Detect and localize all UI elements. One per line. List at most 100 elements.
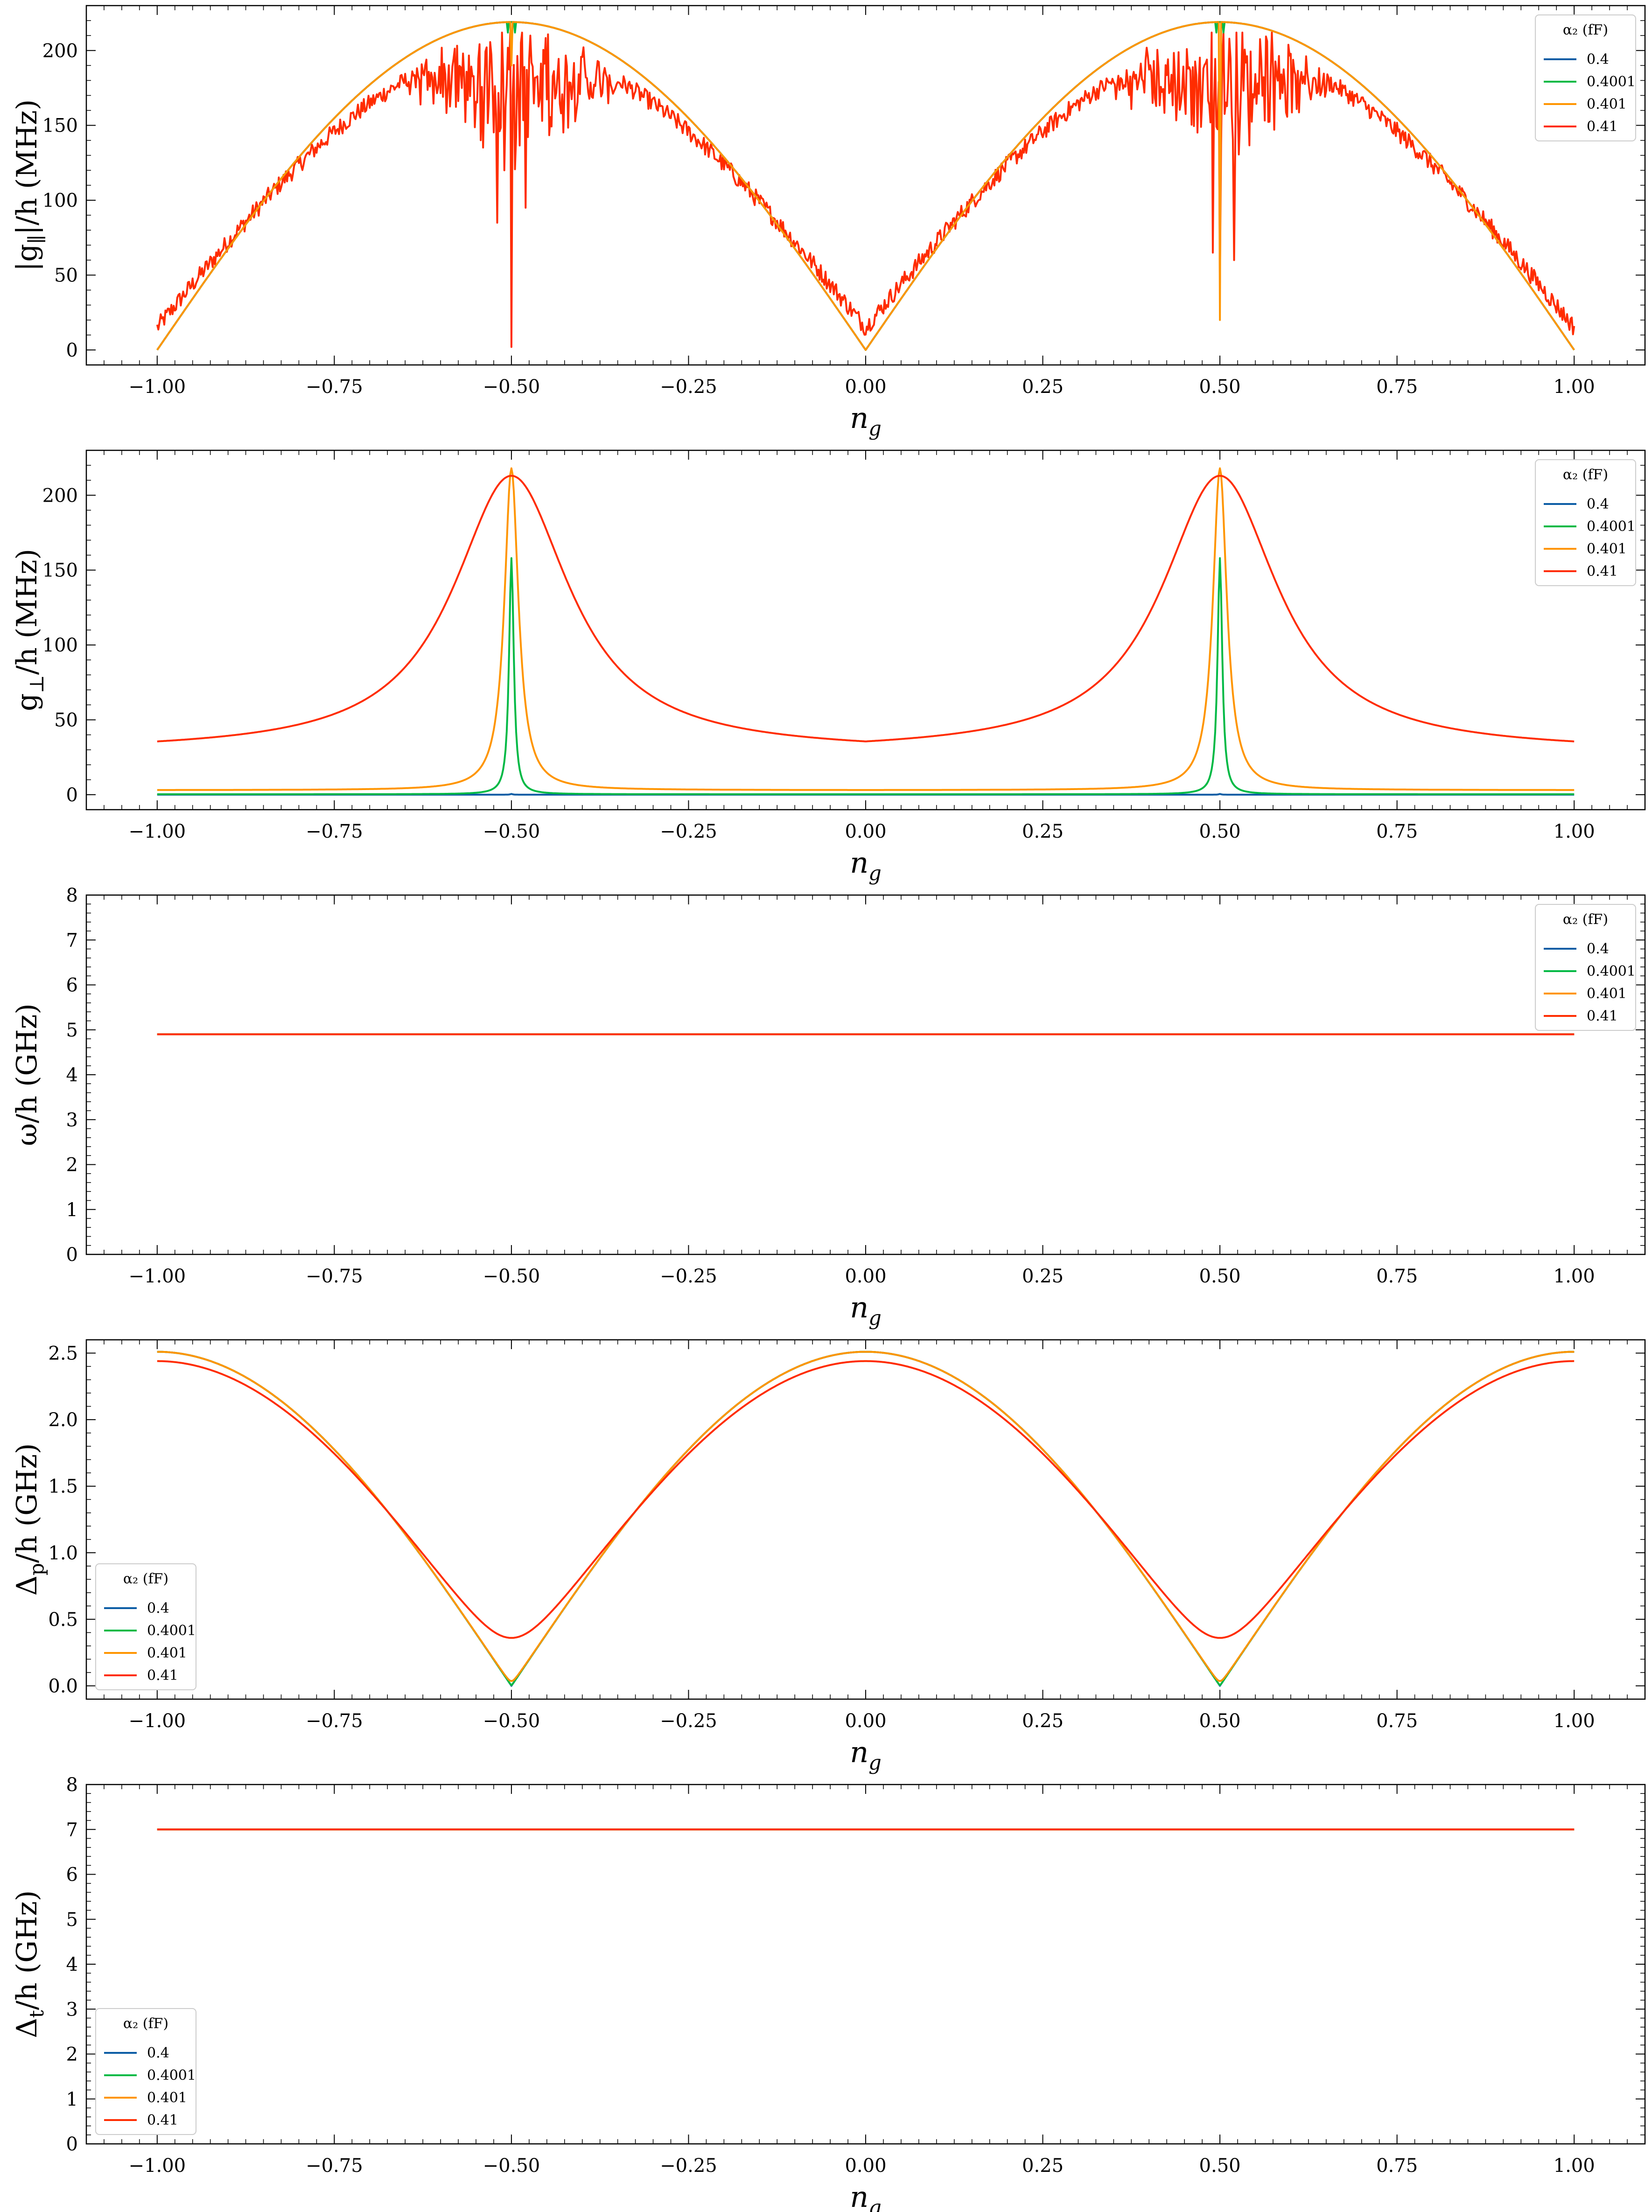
plot-area [156, 21, 1575, 351]
x-tick-label: −1.00 [129, 821, 186, 842]
x-tick-label: −1.00 [129, 2155, 186, 2177]
x-tick-label: 0.75 [1376, 376, 1418, 398]
legend-title: α₂ (fF) [1563, 467, 1608, 483]
x-tick-label: 1.00 [1554, 1710, 1595, 1732]
legend-box [1535, 904, 1636, 1031]
y-axis-label: Δt/h (GHz) [11, 1890, 48, 2038]
y-tick-label: 1 [66, 1199, 78, 1221]
legend-label: 0.4 [1587, 496, 1609, 512]
legend-label: 0.41 [1587, 563, 1618, 580]
legend-label: 0.4001 [1587, 74, 1636, 90]
x-tick-label: −0.50 [483, 2155, 540, 2177]
legend-label: 0.4001 [147, 1623, 196, 1639]
legend-label: 0.41 [147, 2112, 178, 2128]
x-tick-label: −0.50 [483, 1266, 540, 1287]
panel-p3: −1.00 −0.75 −0.50 −0.25 0.00 0.25 0.50 0.75 1.00… [11, 885, 1646, 1330]
y-tick-label: 3 [66, 1109, 78, 1131]
y-tick-label: 150 [42, 115, 78, 137]
y-tick-label: 100 [42, 635, 78, 656]
y-tick-label: 50 [54, 265, 78, 287]
axes-frame [85, 894, 1646, 1255]
legend: α₂ (fF) 0.4 0.4001 0.401 0.41 [95, 1563, 196, 1690]
x-tick-label: −0.75 [306, 2155, 363, 2177]
y-tick-label: 4 [66, 1954, 78, 1975]
legend-label: 0.4001 [1587, 518, 1636, 535]
x-tick-label: −0.50 [483, 376, 540, 398]
x-tick-label: 0.50 [1199, 1266, 1241, 1287]
axes-frame [85, 449, 1646, 811]
x-tick-label: −1.00 [129, 376, 186, 398]
x-axis-label: ng [850, 1735, 881, 1775]
legend-label: 0.41 [1587, 1008, 1618, 1024]
x-tick-label: 0.50 [1199, 376, 1241, 398]
legend-title: α₂ (fF) [1563, 22, 1608, 38]
plot-area [157, 467, 1575, 796]
x-tick-label: 0.00 [845, 821, 886, 842]
legend-label: 0.4 [147, 2045, 169, 2061]
y-tick-label: 1 [66, 2089, 78, 2110]
legend-label: 0.4001 [1587, 963, 1636, 980]
x-axis-label: ng [850, 1290, 881, 1330]
x-tick-label: 1.00 [1554, 821, 1595, 842]
x-tick-label: 0.25 [1022, 1266, 1064, 1287]
x-tick-label: 0.50 [1199, 2155, 1241, 2177]
legend-box [95, 1563, 196, 1690]
legend-box [1535, 14, 1636, 141]
y-tick-label: 1.5 [48, 1476, 78, 1498]
x-tick-label: 0.50 [1199, 821, 1241, 842]
x-tick-label: 0.75 [1376, 1710, 1418, 1732]
legend-title: α₂ (fF) [1563, 911, 1608, 928]
x-tick-label: −0.25 [660, 376, 717, 398]
y-tick-label: 2.5 [48, 1343, 78, 1365]
panel-p2: −1.00 −0.75 −0.50 −0.25 0.00 0.25 0.50 0.75 1.00… [11, 449, 1646, 885]
x-tick-label: 0.25 [1022, 2155, 1064, 2177]
x-tick-label: 0.25 [1022, 821, 1064, 842]
x-tick-label: −0.75 [306, 376, 363, 398]
y-tick-label: 5 [66, 1020, 78, 1041]
x-tick-label: 0.75 [1376, 821, 1418, 842]
legend-label: 0.41 [147, 1667, 178, 1684]
y-tick-label: 0 [66, 784, 78, 806]
x-tick-label: −0.25 [660, 2155, 717, 2177]
y-tick-label: 2.0 [48, 1409, 78, 1431]
x-axis-label: ng [850, 401, 881, 441]
y-tick-label: 0.5 [48, 1609, 78, 1631]
legend-label: 0.401 [1587, 541, 1627, 557]
x-tick-label: 0.25 [1022, 376, 1064, 398]
legend-label: 0.401 [1587, 96, 1627, 112]
y-tick-label: 7 [66, 1819, 78, 1841]
legend: α₂ (fF) 0.4 0.4001 0.401 0.41 [95, 2008, 196, 2135]
x-tick-label: 1.00 [1554, 376, 1595, 398]
y-axis-label: ω/h (GHz) [11, 1003, 43, 1146]
x-tick-label: 1.00 [1554, 1266, 1595, 1287]
panel-p5: −1.00 −0.75 −0.50 −0.25 0.00 0.25 0.50 0.75 1.00… [11, 1774, 1646, 2212]
series-line-0-4001 [156, 21, 1575, 351]
axes-frame [85, 1339, 1646, 1700]
y-tick-label: 6 [66, 1864, 78, 1886]
legend-label: 0.41 [1587, 119, 1618, 135]
x-tick-label: −0.50 [483, 821, 540, 842]
y-tick-label: 2 [66, 1155, 78, 1176]
y-tick-label: 1.0 [48, 1542, 78, 1564]
x-tick-label: 0.00 [845, 1710, 886, 1732]
series-line-0-41 [157, 1360, 1575, 1639]
x-tick-label: −0.25 [660, 1266, 717, 1287]
legend: α₂ (fF) 0.4 0.4001 0.401 0.41 [1535, 459, 1636, 586]
y-tick-label: 3 [66, 1999, 78, 2020]
x-axis-label: ng [850, 2180, 881, 2212]
x-tick-label: −0.75 [306, 821, 363, 842]
series-line-0-401 [156, 21, 1575, 351]
x-tick-label: 0.75 [1376, 1266, 1418, 1287]
y-tick-label: 8 [66, 1774, 78, 1796]
series-line-0-4001 [157, 1351, 1575, 1687]
series-line-0-4001 [157, 557, 1575, 795]
x-tick-label: −0.25 [660, 821, 717, 842]
plot-area [157, 1351, 1575, 1687]
y-axis-label: Δp/h (GHz) [11, 1443, 48, 1596]
legend-title: α₂ (fF) [123, 2016, 168, 2032]
x-tick-label: 0.75 [1376, 2155, 1418, 2177]
x-tick-label: 0.00 [845, 2155, 886, 2177]
x-tick-label: −1.00 [129, 1266, 186, 1287]
legend-label: 0.401 [147, 2090, 187, 2106]
series-line-0-41 [156, 31, 1575, 348]
